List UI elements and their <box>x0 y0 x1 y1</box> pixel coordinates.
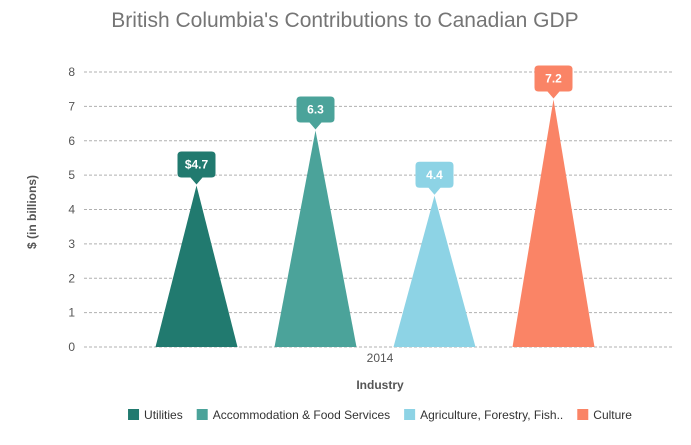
legend-swatch <box>577 409 589 420</box>
data-label-bubble <box>177 151 216 185</box>
data-label-bubble <box>296 96 335 130</box>
bar <box>274 130 357 347</box>
data-label: $4.7 <box>185 157 209 171</box>
data-label: 7.2 <box>545 72 562 86</box>
legend-label: Culture <box>593 408 632 422</box>
legend-swatch <box>404 409 416 420</box>
y-tick-label: 6 <box>68 134 75 148</box>
y-tick-label: 4 <box>68 203 75 217</box>
bar <box>155 185 238 347</box>
chart-title: British Columbia's Contributions to Cana… <box>111 9 578 32</box>
legend-label: Agriculture, Forestry, Fish.. <box>420 408 563 422</box>
x-tick-label: 2014 <box>367 351 394 365</box>
data-label: 4.4 <box>426 168 443 182</box>
y-tick-label: 8 <box>68 65 75 79</box>
legend-item[interactable]: Accommodation & Food Services <box>196 408 390 422</box>
y-tick-label: 2 <box>68 271 75 285</box>
bars: $4.7 6.3 4.4 7.2 <box>155 65 595 347</box>
bar <box>512 99 595 347</box>
legend-label: Utilities <box>144 408 183 422</box>
legend-item[interactable]: Agriculture, Forestry, Fish.. <box>404 408 563 422</box>
data-label-bubble <box>415 161 454 195</box>
x-tick-labels: 2014 <box>367 351 394 365</box>
y-axis-title: $ (in billions) <box>25 175 39 249</box>
y-tick-labels: 0 1 2 3 4 5 6 7 8 <box>68 65 75 354</box>
data-label-bubble <box>534 65 573 99</box>
x-axis-title: Industry <box>356 378 404 392</box>
data-label: 6.3 <box>307 102 324 116</box>
bar <box>393 195 476 347</box>
legend-label: Accommodation & Food Services <box>213 408 390 422</box>
y-tick-label: 7 <box>68 99 75 113</box>
legend-item[interactable]: Utilities <box>128 408 183 422</box>
y-tick-label: 5 <box>68 168 75 182</box>
y-tick-label: 3 <box>68 237 75 251</box>
legend-item[interactable]: Culture <box>577 408 632 422</box>
y-tick-label: 1 <box>68 306 75 320</box>
legend: Utilities Accommodation & Food Services Ag… <box>128 408 632 422</box>
legend-swatch <box>128 409 140 420</box>
legend-swatch <box>196 409 208 420</box>
y-tick-label: 0 <box>68 340 75 354</box>
